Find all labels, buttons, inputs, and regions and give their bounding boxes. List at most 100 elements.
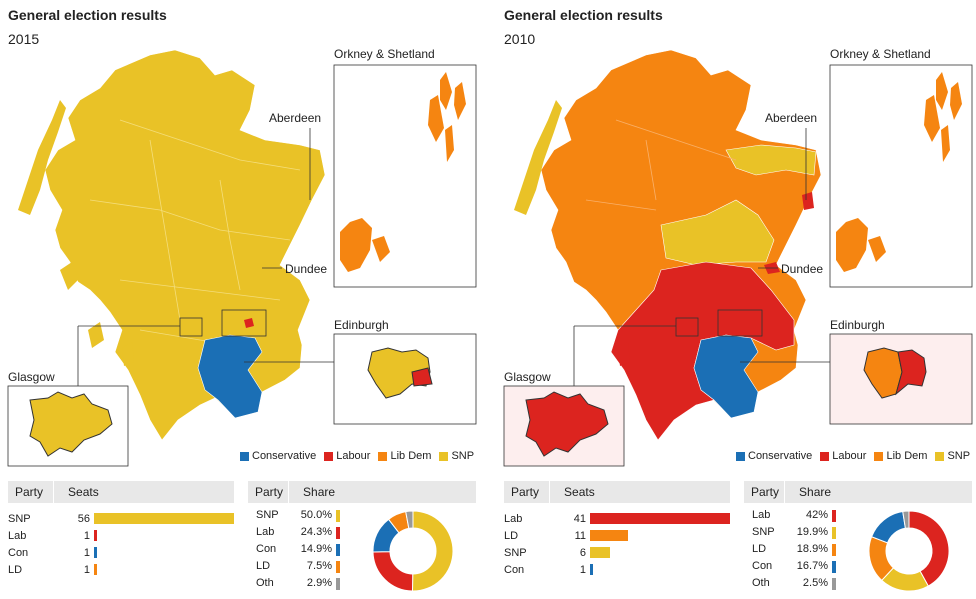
panel-2015: General election results 2015	[0, 7, 477, 592]
label-glasgow: Glasgow	[504, 370, 551, 384]
share-row: Oth 2.5%	[744, 577, 844, 592]
legend-swatch	[874, 451, 884, 461]
share-row: SNP 50.0%	[248, 509, 348, 524]
seats-row: Con 1	[0, 545, 240, 560]
share-percent: 7.5%	[306, 560, 332, 572]
share-swatch	[832, 578, 836, 590]
share-percent: 18.9%	[796, 543, 828, 555]
seats-row: SNP 6	[496, 545, 736, 560]
share-swatch	[336, 527, 340, 539]
party-name: Lab	[752, 509, 771, 521]
share-row: Lab 24.3%	[248, 526, 348, 541]
label-edinburgh: Edinburgh	[830, 318, 885, 332]
party-name: Con	[8, 546, 29, 559]
seat-count: 1	[83, 546, 90, 559]
col-seats: Seats	[68, 485, 99, 499]
seats-table-header: Party Seats	[504, 481, 730, 503]
party-name: SNP	[752, 526, 775, 538]
legend-swatch	[736, 451, 745, 461]
party-name: LD	[504, 529, 519, 542]
label-orkney-shetland: Orkney & Shetland	[830, 47, 931, 61]
share-row: LD 7.5%	[248, 560, 348, 575]
panel-year: 2010	[504, 31, 536, 47]
share-swatch	[336, 510, 340, 522]
label-aberdeen: Aberdeen	[269, 111, 322, 125]
party-name: LD	[256, 560, 271, 572]
party-name: Con	[504, 563, 525, 576]
col-share: Share	[799, 485, 832, 499]
legend-swatch	[439, 451, 449, 461]
seat-count: 41	[573, 512, 586, 525]
donut-slice	[372, 551, 414, 592]
orkney-shetland-libdem	[340, 72, 466, 272]
western-isles	[18, 100, 66, 215]
share-row: Con 14.9%	[248, 543, 348, 558]
party-name: Con	[256, 543, 277, 555]
seat-bar	[94, 564, 97, 575]
legend-swatch	[240, 451, 249, 461]
conservative-region	[197, 334, 263, 419]
share-donut	[372, 510, 454, 592]
share-swatch	[832, 544, 836, 556]
legend-swatch	[378, 451, 388, 461]
seats-table-header: Party Seats	[8, 481, 234, 503]
legend-label: Lib Dem	[886, 450, 928, 462]
party-name: Con	[752, 560, 773, 572]
conservative-region	[693, 334, 759, 419]
seat-count: 1	[579, 563, 586, 576]
legend-item-conservative: Conservative	[736, 450, 812, 462]
party-name: Lab	[504, 512, 523, 525]
legend-item-labour: Labour	[820, 450, 866, 462]
orkney-shetland-libdem	[836, 72, 962, 272]
legend-swatch	[820, 451, 830, 461]
labour-seat	[244, 318, 254, 328]
share-percent: 19.9%	[796, 526, 828, 538]
panel-2010: General election results 2010	[496, 0, 976, 599]
share-percent: 2.9%	[306, 577, 332, 589]
legend-label: Labour	[336, 450, 371, 462]
share-percent: 16.7%	[796, 560, 828, 572]
donut-slice	[870, 510, 906, 544]
party-name: LD	[752, 543, 767, 555]
party-name: LD	[8, 563, 23, 576]
mainland-snp	[44, 49, 326, 441]
legend-item-snp: SNP	[935, 450, 970, 462]
seats-row: Lab 41	[496, 511, 736, 526]
label-dundee: Dundee	[285, 262, 328, 276]
glasgow-snp	[29, 391, 113, 457]
legend-swatch	[324, 451, 334, 461]
label-orkney-shetland: Orkney & Shetland	[334, 47, 435, 61]
legend-item-libdem: Lib Dem	[378, 450, 431, 462]
share-row: SNP 19.9%	[744, 526, 844, 541]
seat-bar	[590, 513, 730, 524]
share-percent: 24.3%	[300, 526, 332, 538]
party-name: SNP	[504, 546, 527, 559]
col-seats: Seats	[564, 485, 595, 499]
seat-bar	[590, 564, 594, 575]
seats-row: LD 11	[496, 528, 736, 543]
seat-count: 56	[77, 512, 90, 525]
panel-title: General election results	[504, 7, 663, 23]
share-row: Lab 42%	[744, 509, 844, 524]
label-glasgow: Glasgow	[8, 370, 55, 384]
edinburgh-labour	[895, 349, 927, 396]
legend-label: Lib Dem	[390, 450, 432, 462]
legend-item-labour: Labour	[324, 450, 370, 462]
col-party: Party	[15, 485, 44, 499]
legend-item-snp: SNP	[439, 450, 474, 462]
party-name: SNP	[8, 512, 31, 525]
seats-row: Con 1	[496, 562, 736, 577]
share-swatch	[336, 544, 340, 556]
seats-row: LD 1	[0, 562, 240, 577]
seat-bar	[590, 547, 611, 558]
col-party: Party	[255, 485, 284, 499]
legend-label: Conservative	[252, 450, 317, 462]
share-swatch	[832, 527, 836, 539]
seat-bar	[94, 530, 97, 541]
col-party: Party	[511, 485, 540, 499]
panel-year: 2015	[8, 31, 40, 47]
party-name: SNP	[256, 509, 279, 521]
seat-bar	[94, 513, 234, 524]
legend-item-conservative: Conservative	[240, 450, 316, 462]
share-row: Oth 2.9%	[248, 577, 348, 592]
